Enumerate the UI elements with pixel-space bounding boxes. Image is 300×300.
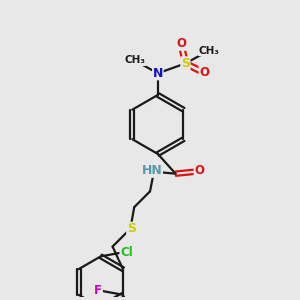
Text: O: O <box>176 37 187 50</box>
Text: O: O <box>194 164 204 177</box>
Text: N: N <box>153 67 163 80</box>
Text: S: S <box>181 57 190 70</box>
Text: S: S <box>127 222 136 235</box>
Text: Cl: Cl <box>120 246 133 259</box>
Text: CH₃: CH₃ <box>199 46 220 56</box>
Text: O: O <box>199 66 209 79</box>
Text: HN: HN <box>142 164 162 177</box>
Text: F: F <box>94 284 102 297</box>
Text: CH₃: CH₃ <box>125 56 146 65</box>
